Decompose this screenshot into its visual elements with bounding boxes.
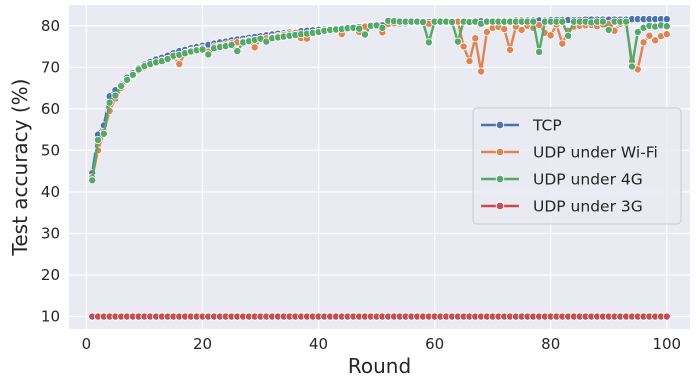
y-tick-label: 40	[41, 183, 60, 201]
data-point	[558, 17, 567, 26]
data-point	[558, 39, 567, 48]
data-point	[117, 82, 126, 91]
legend-label: UDP under 3G	[533, 198, 643, 216]
data-point	[477, 67, 486, 76]
data-point	[424, 38, 433, 47]
data-point	[378, 23, 387, 32]
y-tick-label: 30	[41, 224, 60, 242]
data-point	[227, 40, 236, 49]
data-point	[419, 18, 428, 27]
series-3	[88, 16, 671, 185]
data-point	[622, 17, 631, 26]
y-tick-label: 80	[41, 17, 60, 35]
data-point	[662, 22, 671, 31]
data-point	[111, 91, 120, 100]
x-tick-label: 60	[425, 335, 444, 353]
data-point	[645, 31, 654, 40]
data-point	[535, 47, 544, 56]
tick-labels: 0 20 40 60 80 100 10 20 30 40 50 60 70 80	[41, 17, 681, 353]
x-tick-label: 100	[652, 335, 681, 353]
legend-frame	[472, 107, 682, 225]
legend-label: UDP under 4G	[533, 171, 643, 189]
y-tick-label: 10	[41, 308, 60, 326]
y-tick-label: 60	[41, 100, 60, 118]
legend-marker	[495, 147, 505, 157]
legend: TCP UDP under Wi-Fi UDP under 4G UDP under …	[472, 107, 682, 225]
data-point	[453, 37, 462, 46]
data-point	[459, 42, 468, 51]
data-point	[448, 18, 457, 27]
data-point	[204, 50, 213, 59]
data-point	[198, 45, 207, 54]
data-point	[355, 24, 364, 33]
x-tick-label: 20	[193, 335, 212, 353]
data-point	[465, 57, 474, 66]
data-point	[662, 30, 671, 39]
x-axis-title: Round	[348, 354, 411, 378]
data-point	[94, 135, 103, 144]
data-point	[233, 47, 242, 56]
legend-marker	[495, 201, 505, 211]
data-point	[546, 31, 555, 40]
series-layer	[88, 15, 671, 321]
data-point	[99, 129, 108, 138]
y-tick-label: 20	[41, 266, 60, 284]
series-4	[88, 312, 671, 321]
y-axis-title: Test accuracy (%)	[8, 79, 32, 257]
data-point	[506, 45, 515, 54]
data-point	[604, 25, 613, 34]
data-point	[123, 75, 132, 84]
legend-marker	[495, 120, 505, 130]
x-tick-label: 80	[541, 335, 560, 353]
x-tick-label: 0	[82, 335, 92, 353]
data-point	[482, 27, 491, 36]
legend-label: UDP under Wi-Fi	[533, 144, 658, 162]
y-tick-label: 50	[41, 141, 60, 159]
data-point	[471, 34, 480, 43]
x-tick-label: 40	[309, 335, 328, 353]
data-point	[105, 98, 114, 107]
data-point	[662, 15, 671, 24]
data-point	[360, 30, 369, 39]
data-point	[517, 25, 526, 34]
data-point	[500, 25, 509, 34]
data-point	[627, 62, 636, 71]
data-point	[529, 17, 538, 26]
data-point	[651, 36, 660, 45]
data-point	[250, 43, 259, 52]
data-point	[598, 17, 607, 26]
data-point	[175, 59, 184, 68]
legend-label: TCP	[532, 117, 562, 135]
data-point	[662, 312, 671, 321]
legend-marker	[495, 174, 505, 184]
data-point	[128, 70, 137, 79]
data-point	[639, 38, 648, 47]
data-point	[88, 176, 97, 185]
data-point	[633, 27, 642, 36]
data-point	[564, 31, 573, 40]
y-tick-label: 70	[41, 58, 60, 76]
